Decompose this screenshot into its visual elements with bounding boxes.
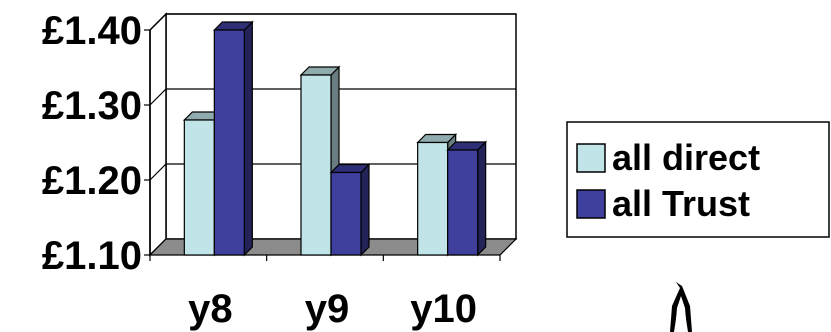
- bar: [446, 140, 488, 257]
- gridline: [149, 13, 516, 31]
- legend-swatch: [576, 189, 606, 219]
- x-axis: y8 y9 y10: [149, 255, 501, 331]
- side-wall: [149, 12, 167, 257]
- logo-icon: [670, 282, 692, 332]
- bars: [182, 20, 488, 257]
- bar: [212, 20, 254, 257]
- y-tick-label: £1.10: [42, 234, 142, 278]
- x-tick-label: y9: [305, 287, 350, 331]
- y-tick-label: £1.40: [42, 9, 142, 53]
- gridline: [149, 163, 516, 181]
- legend: all direct all Trust: [566, 121, 830, 238]
- gridlines: [149, 13, 516, 181]
- x-tick-label: y10: [410, 287, 477, 331]
- y-tick-label: £1.20: [42, 159, 142, 203]
- y-axis: £1.10 £1.20 £1.30 £1.40: [42, 9, 151, 278]
- y-tick-label: £1.30: [42, 84, 142, 128]
- legend-swatch: [576, 143, 606, 173]
- gridline: [149, 88, 516, 106]
- legend-label: all direct: [612, 137, 760, 178]
- legend-label: all Trust: [612, 183, 750, 224]
- x-tick-label: y8: [188, 287, 233, 331]
- legend-box: [566, 121, 830, 238]
- bar: [329, 163, 371, 257]
